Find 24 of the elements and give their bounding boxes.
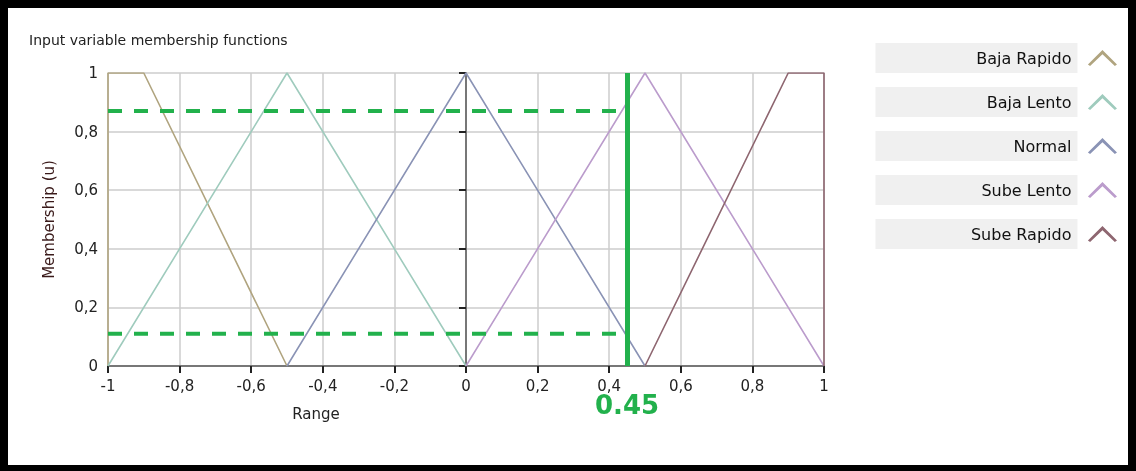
- x-tick-label: 1: [819, 376, 829, 395]
- legend-label: Normal: [1013, 136, 1072, 156]
- x-tick-label: -0,2: [379, 376, 410, 395]
- legend-label: Baja Rapido: [976, 48, 1072, 68]
- x-tick-label: -0,4: [308, 376, 338, 395]
- y-tick-label: 0,6: [74, 181, 98, 200]
- legend-label: Sube Rapido: [970, 224, 1072, 244]
- x-tick-label: 0,2: [525, 376, 550, 395]
- y-tick-label: 0,2: [74, 298, 98, 317]
- x-tick-label: 0: [461, 376, 471, 395]
- y-tick-label: 1: [88, 64, 98, 82]
- y-axis-title: Membership (u): [39, 160, 58, 279]
- legend-label: Sube Lento: [981, 180, 1072, 200]
- legend-label: Baja Lento: [986, 92, 1072, 112]
- x-tick-label: -0,8: [164, 376, 195, 395]
- x-tick-label: -1: [100, 376, 116, 395]
- x-axis-title: Range: [292, 404, 340, 423]
- x-tick-label: 0,8: [740, 376, 765, 395]
- y-tick-label: 0,4: [74, 239, 98, 258]
- y-tick-label: 0,8: [74, 122, 98, 141]
- y-tick-label: 0: [88, 357, 98, 375]
- x-tick-label: 0,6: [668, 376, 693, 395]
- chart-title: Input variable membership functions: [29, 32, 288, 48]
- x-tick-label: -0,6: [236, 376, 266, 395]
